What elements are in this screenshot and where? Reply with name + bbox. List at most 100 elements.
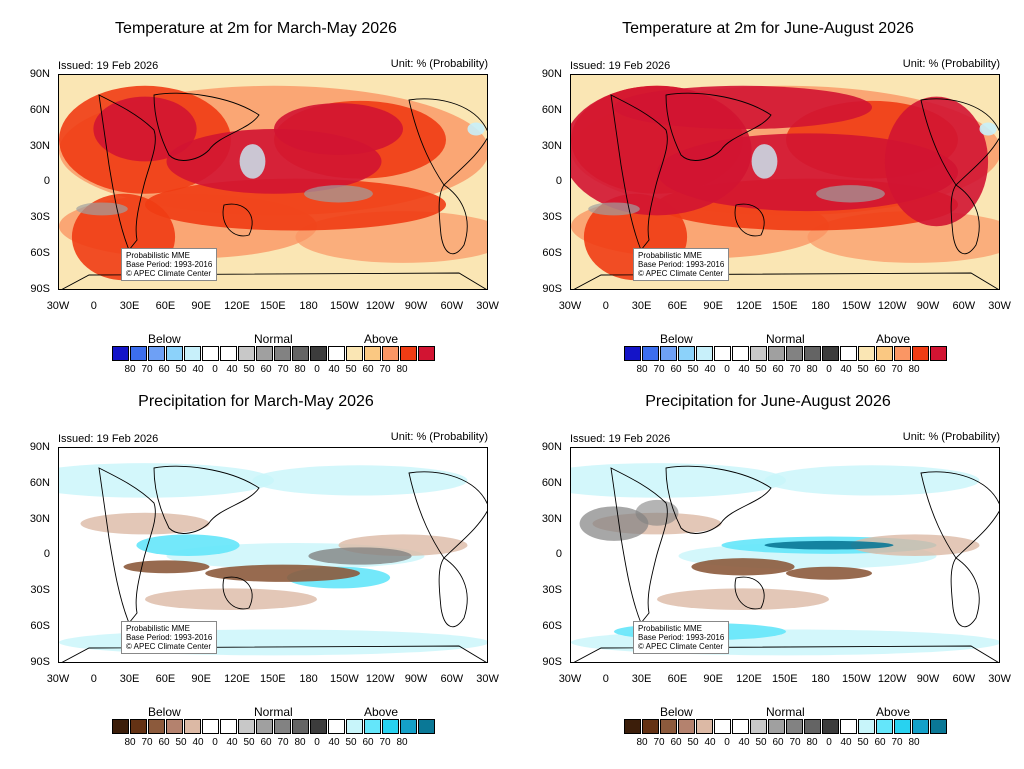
- longitude-label: 60E: [667, 300, 688, 312]
- latitude-label: 60S: [30, 620, 50, 632]
- note-line: Base Period: 1993-2016: [638, 260, 725, 269]
- legend-tick: 40: [226, 737, 238, 748]
- legend-box: [696, 346, 713, 361]
- map-note: Probabilistic MME Base Period: 1993-2016 ©…: [121, 621, 218, 654]
- legend-tick: 80: [636, 364, 648, 375]
- latitude-label: 90S: [542, 282, 562, 295]
- latitude-label: 30S: [30, 211, 50, 224]
- legend-tick: 0: [314, 364, 320, 375]
- legend-box: [786, 719, 803, 734]
- legend-box: [184, 719, 201, 734]
- legend-box: [112, 346, 129, 361]
- longitude-label: 120E: [736, 300, 762, 312]
- note-line: © APEC Climate Center: [126, 642, 212, 651]
- latitude-label: 30N: [541, 139, 562, 152]
- longitude-label: 180: [811, 673, 830, 685]
- longitude-label: 150W: [330, 673, 359, 685]
- legend-box: [876, 719, 893, 734]
- forecast-map: Probabilistic MME Base Period: 1993-2016 ©…: [58, 447, 488, 663]
- latitude-label: 30N: [29, 139, 50, 152]
- issued-date: Issued: 19 Feb 2026: [570, 60, 671, 72]
- latitude-label: 90N: [29, 68, 50, 80]
- note-line: Base Period: 1993-2016: [638, 633, 725, 642]
- legend-tick: 70: [789, 737, 801, 748]
- latitude-label: 30S: [30, 584, 50, 597]
- legend-tick: 40: [192, 737, 204, 748]
- legend-box: [894, 719, 911, 734]
- legend-box: [382, 719, 399, 734]
- legend-box: [642, 719, 659, 734]
- legend-box: [364, 719, 381, 734]
- latitude-label: 90N: [29, 441, 50, 453]
- legend-box: [310, 346, 327, 361]
- legend-box: [750, 719, 767, 734]
- forecast-panel: Precipitation for March-May 2026 Issued: …: [0, 373, 512, 758]
- legend-tick: 60: [158, 364, 170, 375]
- legend-box: [696, 719, 713, 734]
- longitude-label: 30E: [631, 300, 652, 312]
- legend-box: [202, 346, 219, 361]
- legend-box: [130, 719, 147, 734]
- legend-tick: 70: [379, 737, 391, 748]
- legend-box: [364, 346, 381, 361]
- legend-box: [750, 346, 767, 361]
- legend-tick: 70: [277, 737, 289, 748]
- legend-box: [714, 346, 731, 361]
- legend-tick: 60: [260, 737, 272, 748]
- legend-group-label: Below: [148, 705, 181, 719]
- legend-group-label: Above: [876, 705, 911, 719]
- legend-tick: 0: [212, 737, 218, 748]
- legend-box: [678, 346, 695, 361]
- legend-box: [804, 719, 821, 734]
- legend-tick: 80: [806, 364, 818, 375]
- panel-title: Precipitation for March-May 2026: [138, 393, 374, 410]
- forecast-map: Probabilistic MME Base Period: 1993-2016 ©…: [58, 74, 488, 290]
- latitude-label: 60S: [30, 247, 50, 259]
- legend-tick: 50: [687, 364, 699, 375]
- issued-date: Issued: 19 Feb 2026: [570, 433, 671, 445]
- longitude-label: 150E: [771, 673, 798, 685]
- latitude-label: 0: [43, 175, 50, 188]
- legend-box: [732, 719, 749, 734]
- legend-box: [256, 346, 273, 361]
- legend-box: [912, 346, 929, 361]
- forecast-map: Probabilistic MME Base Period: 1993-2016 ©…: [570, 447, 1000, 663]
- map-note: Probabilistic MME Base Period: 1993-2016 ©…: [633, 621, 730, 654]
- panel-title: Temperature at 2m for June-August 2026: [622, 20, 914, 37]
- longitude-label: 90E: [703, 300, 723, 312]
- legend-box: [400, 346, 417, 361]
- longitude-label: 60W: [952, 673, 976, 685]
- legend-box: [714, 719, 731, 734]
- legend-tick: 80: [294, 737, 306, 748]
- longitude-label: 150W: [842, 673, 871, 685]
- legend-box: [768, 719, 785, 734]
- legend-box: [660, 719, 677, 734]
- longitude-label: 30W: [46, 673, 70, 685]
- map-note: Probabilistic MME Base Period: 1993-2016 ©…: [121, 248, 218, 281]
- latitude-label: 60N: [29, 103, 50, 116]
- legend-box: [732, 346, 749, 361]
- legend-tick: 50: [345, 737, 357, 748]
- longitude-label: 120W: [877, 300, 907, 312]
- legend-box: [894, 346, 911, 361]
- legend-tick: 50: [857, 737, 869, 748]
- legend-box: [256, 719, 273, 734]
- latitude-label: 60N: [29, 476, 50, 489]
- legend-box: [274, 346, 291, 361]
- legend-tick: 50: [857, 364, 869, 375]
- issued-date: Issued: 19 Feb 2026: [58, 433, 159, 445]
- legend-tick: 50: [243, 364, 255, 375]
- legend-tick: 40: [840, 737, 852, 748]
- forecast-panel: Temperature at 2m for June-August 2026 Is…: [512, 0, 1024, 385]
- legend-tick: 50: [687, 737, 699, 748]
- legend-tick: 80: [806, 737, 818, 748]
- latitude-label: 0: [555, 175, 562, 188]
- legend-box: [292, 346, 309, 361]
- legend-box: [418, 346, 435, 361]
- latitude-label: 0: [43, 548, 50, 561]
- legend-box: [274, 719, 291, 734]
- legend-box: [148, 346, 165, 361]
- legend-tick: 70: [141, 737, 153, 748]
- longitude-label: 150E: [259, 300, 286, 312]
- forecast-panel: Precipitation for June-August 2026 Issued…: [512, 373, 1024, 758]
